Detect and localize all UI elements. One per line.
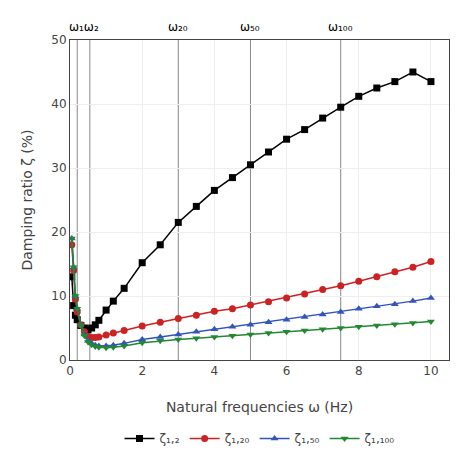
- svg-text:Natural frequencies ω (Hz): Natural frequencies ω (Hz): [166, 399, 353, 415]
- svg-text:Damping ratio ζ (%): Damping ratio ζ (%): [19, 129, 35, 270]
- svg-text:ζ₁,₁₀₀: ζ₁,₁₀₀: [365, 432, 395, 446]
- svg-text:0: 0: [59, 353, 67, 367]
- svg-text:ω₂₀: ω₂₀: [168, 20, 188, 34]
- svg-text:ω₅₀: ω₅₀: [240, 20, 260, 34]
- svg-text:10: 10: [51, 289, 66, 303]
- svg-text:2: 2: [138, 364, 146, 378]
- svg-text:ζ₁,₂: ζ₁,₂: [160, 432, 180, 446]
- svg-text:ω₁ω₂: ω₁ω₂: [69, 20, 99, 34]
- svg-text:20: 20: [51, 225, 66, 239]
- svg-text:0: 0: [66, 364, 74, 378]
- svg-text:30: 30: [51, 161, 66, 175]
- svg-text:4: 4: [211, 364, 219, 378]
- svg-text:10: 10: [423, 364, 438, 378]
- svg-text:ω₁₀₀: ω₁₀₀: [328, 20, 353, 34]
- svg-text:8: 8: [355, 364, 363, 378]
- svg-text:ζ₁,₅₀: ζ₁,₅₀: [295, 432, 320, 446]
- svg-text:ζ₁,₂₀: ζ₁,₂₀: [225, 432, 250, 446]
- svg-text:6: 6: [283, 364, 291, 378]
- svg-text:50: 50: [51, 33, 66, 47]
- svg-text:40: 40: [51, 97, 66, 111]
